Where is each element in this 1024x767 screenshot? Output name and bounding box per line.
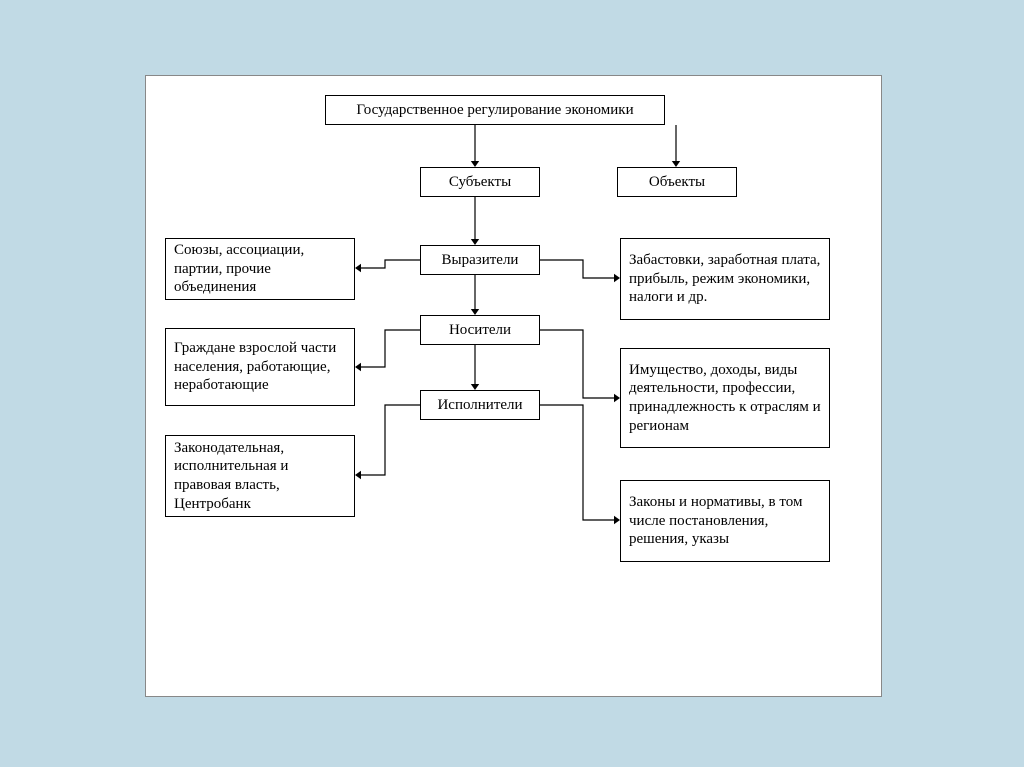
node-r2: Имущество, доходы, виды деятельности, пр… — [620, 348, 830, 448]
node-obj: Объекты — [617, 167, 737, 197]
node-l2: Граждане взрослой части населения, работ… — [165, 328, 355, 406]
node-l1: Союзы, ассоциации, партии, прочие объеди… — [165, 238, 355, 300]
node-vyr: Выразители — [420, 245, 540, 275]
node-r3: Законы и нормативы, в том числе постанов… — [620, 480, 830, 562]
node-isp: Исполнители — [420, 390, 540, 420]
node-nos: Носители — [420, 315, 540, 345]
node-subj: Субъекты — [420, 167, 540, 197]
node-root: Государственное регулирование экономики — [325, 95, 665, 125]
node-r1: Забастовки, заработ­ная плата, прибыль, … — [620, 238, 830, 320]
node-l3: Законодательная, исполнительная и правов… — [165, 435, 355, 517]
